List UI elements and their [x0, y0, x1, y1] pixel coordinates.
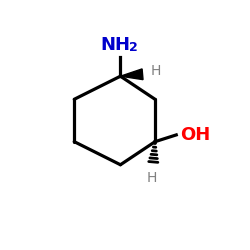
Text: NH: NH — [100, 36, 130, 54]
Polygon shape — [120, 69, 143, 80]
Text: OH: OH — [180, 126, 210, 144]
Text: 2: 2 — [129, 41, 138, 54]
Text: H: H — [150, 64, 161, 78]
Text: H: H — [147, 172, 158, 185]
